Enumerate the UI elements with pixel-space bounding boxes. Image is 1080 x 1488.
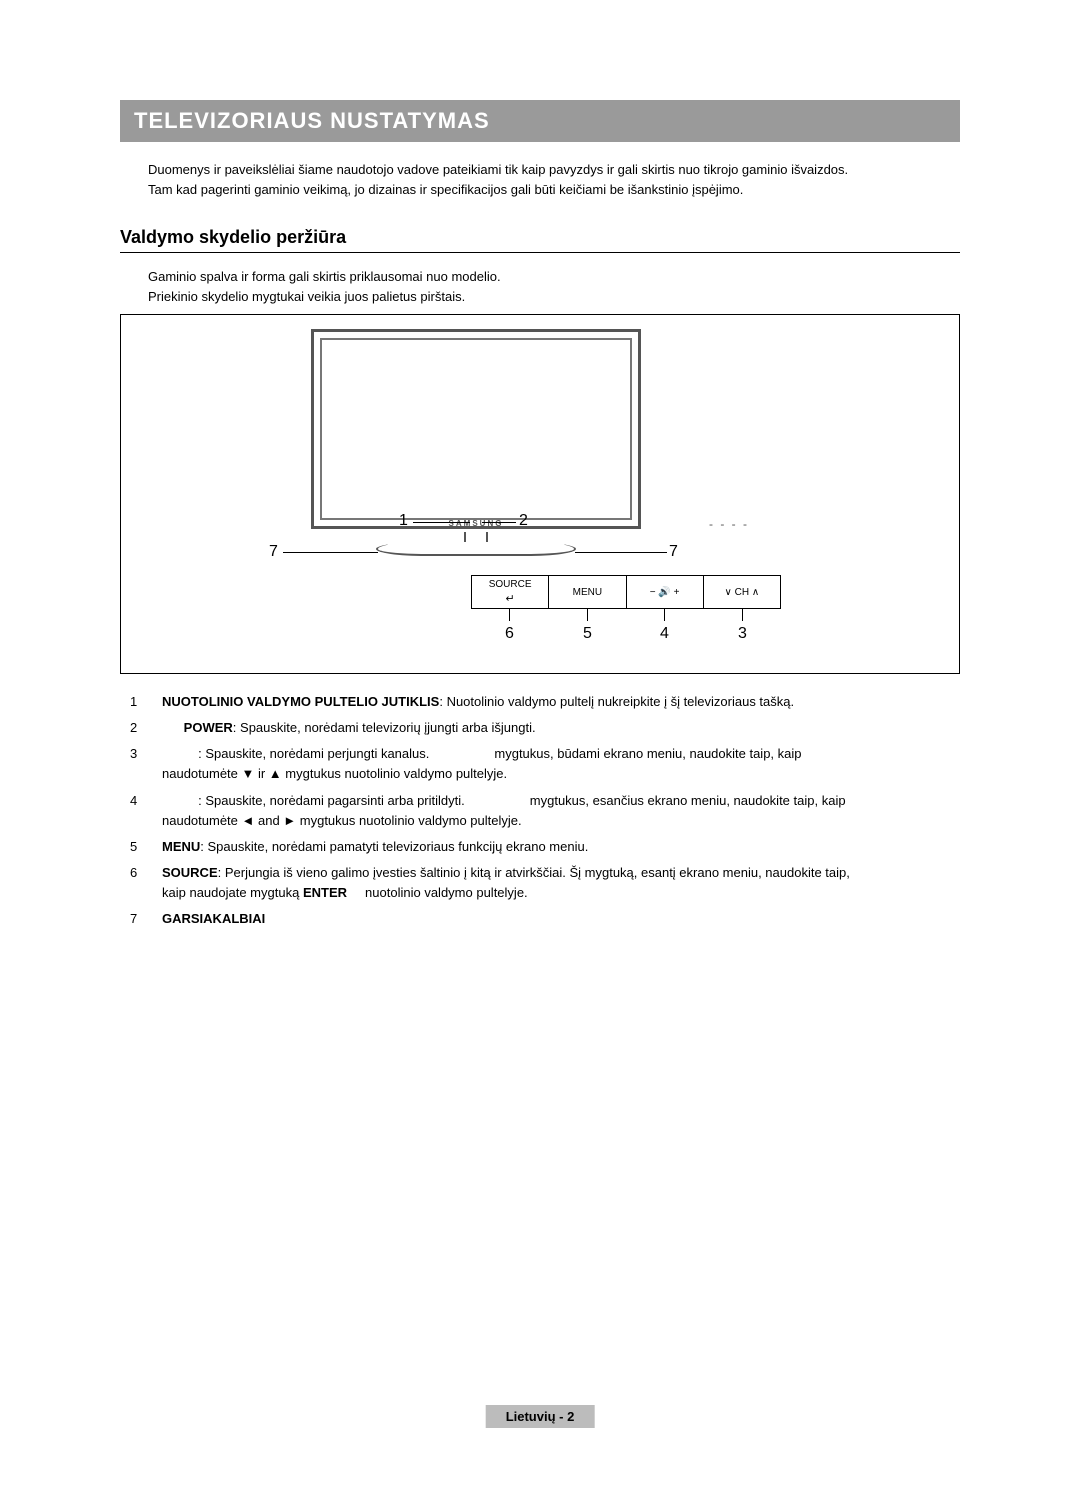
- callout-5: 5: [583, 625, 592, 643]
- list-item-1: 1 NUOTOLINIO VALDYMO PULTELIO JUTIKLIS: …: [130, 692, 960, 712]
- btn-source-label: SOURCE: [489, 579, 532, 590]
- callout-7l-line: [283, 552, 378, 553]
- callout-7-right: 7: [669, 543, 678, 561]
- callout-1-line: [413, 522, 470, 523]
- btn-source: SOURCE ↵: [472, 576, 549, 608]
- item-text: : Spauskite, norėdami pagarsinti arba pr…: [162, 793, 846, 808]
- item-text-2a: kaip naudojate mygtuką: [162, 885, 303, 900]
- item-text-2: naudotumėte ◄ and ► mygtukus nuotolinio …: [162, 813, 522, 828]
- diagram-frame: SAMSUNG - - - - 1 2 7 7 SOURCE ↵ MENU − …: [120, 314, 960, 674]
- callout-2: 2: [519, 512, 528, 530]
- callout-7r-line: [575, 552, 667, 553]
- list-item-6: 6 SOURCE: Perjungia iš vieno galimo įves…: [130, 863, 960, 903]
- item-bold-2: ENTER: [303, 885, 347, 900]
- item-text: : Spauskite, norėdami perjungti kanalus.…: [162, 746, 802, 761]
- banner-title: TELEVIZORIAUS NUSTATYMAS: [120, 100, 960, 142]
- item-num: 5: [130, 837, 148, 857]
- item-bold: MENU: [162, 839, 200, 854]
- item-num: 4: [130, 791, 148, 831]
- item-text: : Spauskite, norėdami pamatyti televizor…: [200, 839, 588, 854]
- led-dashes: - - - -: [709, 517, 749, 531]
- tick-3: [742, 609, 743, 621]
- intro-line-2: Tam kad pagerinti gaminio veikimą, jo di…: [148, 180, 960, 200]
- callout-1: 1: [399, 512, 408, 530]
- list-item-2: 2 POWER: Spauskite, norėdami televizorių…: [130, 718, 960, 738]
- btn-menu: MENU: [549, 576, 626, 608]
- tick-6: [509, 609, 510, 621]
- item-num: 1: [130, 692, 148, 712]
- item-num: 3: [130, 744, 148, 784]
- tv-stand-neck: [464, 532, 488, 542]
- tv-screen: [320, 338, 632, 520]
- callout-2-line: [482, 522, 516, 523]
- item-num: 6: [130, 863, 148, 903]
- callout-3: 3: [738, 625, 747, 643]
- callout-6: 6: [505, 625, 514, 643]
- item-bold: POWER: [162, 720, 233, 735]
- callout-4: 4: [660, 625, 669, 643]
- btn-menu-label: MENU: [573, 587, 602, 598]
- list-item-5: 5 MENU: Spauskite, norėdami pamatyti tel…: [130, 837, 960, 857]
- item-bold: GARSIAKALBIAI: [162, 911, 265, 926]
- btn-volume: − 🔊 +: [627, 576, 704, 608]
- button-bar: SOURCE ↵ MENU − 🔊 + ∨ CH ∧: [471, 575, 781, 609]
- note-line-2: Priekinio skydelio mygtukai veikia juos …: [148, 287, 960, 307]
- item-bold: SOURCE: [162, 865, 218, 880]
- intro-block: Duomenys ir paveikslėliai šiame naudotoj…: [120, 160, 960, 199]
- btn-channel-label: ∨ CH ∧: [725, 587, 760, 598]
- item-bold: NUOTOLINIO VALDYMO PULTELIO JUTIKLIS: [162, 694, 439, 709]
- section-title: Valdymo skydelio peržiūra: [120, 227, 960, 253]
- item-text: : Spauskite, norėdami televizorių įjungt…: [233, 720, 536, 735]
- brand-label: SAMSUNG: [449, 519, 504, 528]
- item-num: 7: [130, 909, 148, 929]
- callout-list: 1 NUOTOLINIO VALDYMO PULTELIO JUTIKLIS: …: [120, 692, 960, 929]
- note-line-1: Gaminio spalva ir forma gali skirtis pri…: [148, 267, 960, 287]
- item-num: 2: [130, 718, 148, 738]
- enter-icon: ↵: [506, 592, 515, 605]
- notes-block: Gaminio spalva ir forma gali skirtis pri…: [120, 267, 960, 306]
- btn-channel: ∨ CH ∧: [704, 576, 780, 608]
- item-text: : Nuotolinio valdymo pultelį nukreipkite…: [439, 694, 794, 709]
- tv-outline: SAMSUNG: [311, 329, 641, 529]
- list-item-3: 3 : Spauskite, norėdami perjungti kanalu…: [130, 744, 960, 784]
- list-item-7: 7 GARSIAKALBIAI: [130, 909, 960, 929]
- tick-5: [587, 609, 588, 621]
- intro-line-1: Duomenys ir paveikslėliai šiame naudotoj…: [148, 160, 960, 180]
- callout-7-left: 7: [269, 543, 278, 561]
- item-text: : Perjungia iš vieno galimo įvesties šal…: [218, 865, 850, 880]
- item-text-2b: nuotolinio valdymo pultelyje.: [347, 885, 528, 900]
- page-footer: Lietuvių - 2: [486, 1405, 595, 1428]
- list-item-4: 4 : Spauskite, norėdami pagarsinti arba …: [130, 791, 960, 831]
- btn-volume-label: − 🔊 +: [650, 587, 680, 598]
- tv-stand-base: [376, 542, 576, 556]
- tick-4: [664, 609, 665, 621]
- item-text-2: naudotumėte ▼ ir ▲ mygtukus nuotolinio v…: [162, 766, 507, 781]
